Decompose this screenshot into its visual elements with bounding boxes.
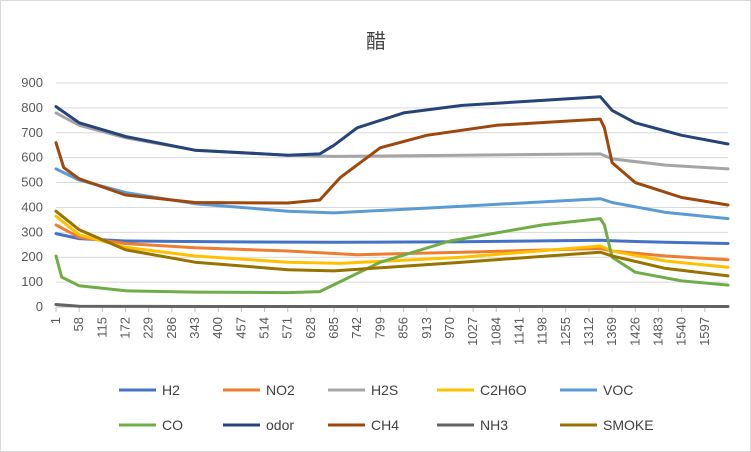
y-tick-label: 500 xyxy=(21,175,43,190)
series-line-odor xyxy=(54,95,730,157)
y-tick-label: 700 xyxy=(21,125,43,140)
x-tick-label: 115 xyxy=(94,317,109,338)
x-tick-label: 343 xyxy=(187,317,202,339)
series-lines xyxy=(54,95,730,308)
y-tick-label: 200 xyxy=(21,249,43,264)
x-tick-label: 457 xyxy=(233,317,248,339)
legend-label: CH4 xyxy=(371,417,399,433)
x-tick-label: 685 xyxy=(326,317,341,339)
legend-label: C2H6O xyxy=(480,382,527,398)
series-line-h2s xyxy=(54,111,730,171)
legend-label: odor xyxy=(266,417,294,433)
x-tick-label: 1255 xyxy=(558,317,573,346)
y-tick-label: 600 xyxy=(21,150,43,165)
x-tick-label: 1084 xyxy=(488,317,503,346)
x-tick-label: 514 xyxy=(257,317,272,339)
legend-label: NH3 xyxy=(480,417,508,433)
x-tick-label: 1483 xyxy=(650,317,665,346)
x-tick-label: 1312 xyxy=(581,317,596,346)
y-axis-ticks: 0 100 200 300 400 500 600 700 800 900 xyxy=(21,75,43,314)
x-tick-label: 1198 xyxy=(535,317,550,345)
series-line-co xyxy=(54,217,730,295)
series-line-h2 xyxy=(54,232,730,245)
x-tick-label: 628 xyxy=(303,317,318,339)
x-tick-label: 913 xyxy=(419,317,434,339)
legend-label: H2S xyxy=(371,382,398,398)
series-line-ch4 xyxy=(54,117,730,207)
legend-label: SMOKE xyxy=(603,417,654,433)
x-axis-ticks: 1 58 115 172 229 286 343 400 457 514 571 628 685 742 7… xyxy=(48,307,712,346)
y-tick-label: 900 xyxy=(21,75,43,90)
x-tick-label: 742 xyxy=(349,317,364,339)
x-tick-label: 799 xyxy=(372,317,387,339)
x-tick-label: 1597 xyxy=(697,317,712,346)
legend-label: CO xyxy=(162,417,183,433)
x-tick-label: 286 xyxy=(164,317,179,339)
y-tick-label: 400 xyxy=(21,199,43,214)
x-tick-label: 1369 xyxy=(604,317,619,346)
x-tick-label: 172 xyxy=(118,317,133,339)
series-line-smoke xyxy=(54,209,730,278)
x-tick-label: 1426 xyxy=(627,317,642,346)
series-line-nh3 xyxy=(54,303,730,308)
series-line-no2 xyxy=(54,223,730,262)
x-tick-label: 400 xyxy=(210,317,225,339)
y-tick-label: 300 xyxy=(21,224,43,239)
x-tick-label: 1 xyxy=(48,317,63,324)
x-tick-label: 571 xyxy=(280,317,295,339)
x-tick-label: 1540 xyxy=(674,317,689,346)
legend-label: VOC xyxy=(603,382,633,398)
y-tick-label: 100 xyxy=(21,274,43,289)
x-tick-label: 970 xyxy=(442,317,457,339)
y-tick-label: 0 xyxy=(36,299,43,314)
x-tick-label: 58 xyxy=(71,317,86,331)
x-tick-label: 1027 xyxy=(465,317,480,346)
legend-label: H2 xyxy=(162,382,180,398)
legend-label: NO2 xyxy=(266,382,295,398)
x-tick-label: 229 xyxy=(141,317,156,339)
x-tick-label: 856 xyxy=(396,317,411,339)
legend: H2 NO2 H2S C2H6O VOC CO odor CH4 NH3 SMOKE xyxy=(119,382,654,433)
chart-title: 醋 xyxy=(366,29,386,53)
y-tick-label: 800 xyxy=(21,100,43,115)
x-tick-label: 1141 xyxy=(511,317,526,345)
